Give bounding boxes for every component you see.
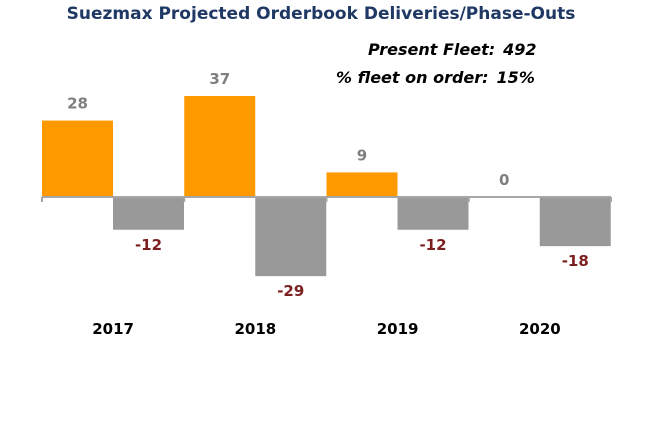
delivery-bar-2018 bbox=[184, 95, 256, 197]
axis-group bbox=[41, 196, 612, 202]
present-fleet-label: Present Fleet: bbox=[368, 40, 496, 59]
chart-title: Suezmax Projected Orderbook Deliveries/P… bbox=[66, 4, 576, 24]
on-order-value: 15% bbox=[496, 68, 535, 87]
bars-group bbox=[42, 95, 611, 277]
delivery-label-2019: 9 bbox=[357, 146, 367, 164]
delivery-label-2018: 37 bbox=[209, 70, 230, 88]
category-label-2018: 2018 bbox=[235, 320, 277, 338]
delivery-bar-2017 bbox=[42, 120, 113, 197]
phaseout-bar-2020 bbox=[539, 197, 611, 247]
phaseout-bar-2017 bbox=[113, 197, 184, 230]
on-order-label: % fleet on order: bbox=[336, 68, 489, 87]
phaseout-label-2019: -12 bbox=[419, 236, 446, 254]
phaseout-label-2017: -12 bbox=[135, 236, 162, 254]
labels-group: 28 -12 2017 37 -29 2018 9 -12 2019 0 -18 2020 bbox=[67, 70, 589, 338]
category-label-2017: 2017 bbox=[92, 320, 134, 338]
present-fleet-stat: Present Fleet: 492 bbox=[368, 40, 537, 59]
phaseout-bar-2018 bbox=[255, 197, 327, 277]
delivery-label-2020: 0 bbox=[499, 171, 509, 189]
phaseout-bar-2019 bbox=[397, 197, 469, 230]
on-order-stat: % fleet on order: 15% bbox=[336, 68, 535, 87]
phaseout-label-2018: -29 bbox=[277, 282, 304, 300]
phaseout-label-2020: -18 bbox=[562, 252, 589, 270]
delivery-bar-2019 bbox=[326, 172, 398, 197]
present-fleet-value: 492 bbox=[503, 40, 537, 59]
category-label-2020: 2020 bbox=[519, 320, 561, 338]
delivery-label-2017: 28 bbox=[67, 95, 88, 113]
category-label-2019: 2019 bbox=[377, 320, 419, 338]
